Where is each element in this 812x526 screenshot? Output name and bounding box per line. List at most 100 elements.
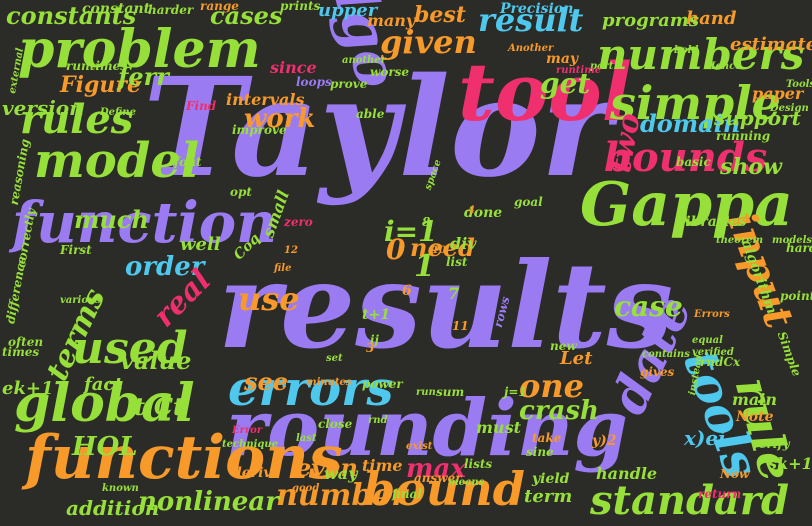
word-worse: worse <box>370 65 410 79</box>
word-rnd: rnd <box>368 415 388 426</box>
word-take: take <box>532 431 562 445</box>
word-number: number <box>276 478 408 513</box>
word-lists: lists <box>464 457 493 471</box>
word-another: another <box>342 55 386 66</box>
word-running: running <box>716 129 771 143</box>
word-one: one <box>519 367 584 405</box>
num-11: 11 <box>452 319 469 333</box>
word-domain: domain <box>640 109 741 138</box>
word-harder: harder <box>148 3 194 17</box>
word-improve: improve <box>232 123 287 137</box>
num-3: 3 <box>366 341 375 355</box>
word-term: term <box>524 486 573 507</box>
word-rndcx: rndCx <box>700 355 741 369</box>
word-bounds: bounds <box>604 134 768 181</box>
word-hard: hard <box>786 241 812 255</box>
word-upper: upper <box>318 0 378 21</box>
word-set: set <box>326 353 343 364</box>
word-programs: programs <box>602 10 699 31</box>
word-function: function <box>12 190 277 256</box>
word-tool: tool <box>458 45 633 139</box>
word-verified: verified <box>692 347 734 358</box>
word-derive: derive <box>232 465 281 481</box>
word-difference: difference <box>3 255 29 325</box>
word-hand: hand <box>686 8 737 29</box>
word-another-cap: Another <box>508 43 554 54</box>
word-need: need <box>410 233 475 262</box>
word-done: done <box>464 205 503 221</box>
word-theorem: theorem <box>716 235 764 246</box>
word-define: Define <box>100 107 136 118</box>
word-constant: constant <box>82 1 151 17</box>
word-often: often <box>8 335 44 349</box>
word-crash: crash <box>519 396 599 426</box>
word-range: range <box>200 0 239 13</box>
word-prints: prints <box>280 0 321 13</box>
word-runtimes: runtimes <box>66 59 127 73</box>
word-best: best <box>414 2 466 28</box>
word-j1: j=1 <box>504 385 527 399</box>
word-now: Now <box>720 467 750 481</box>
word-numbers: numbers <box>597 30 805 79</box>
word-use: use <box>238 280 300 318</box>
word-taylor: Taylor <box>143 48 613 208</box>
word-precision: Precision <box>500 1 574 17</box>
word-contains: contains <box>642 349 690 360</box>
word-last: last <box>296 433 317 444</box>
word-result: result <box>478 1 584 39</box>
word-must: must <box>476 418 521 437</box>
word-ferr: ferr <box>118 62 169 91</box>
word-xei: x)ei <box>684 426 726 450</box>
num-1: 1 <box>414 249 435 284</box>
word-gappa: Gappa <box>580 170 793 240</box>
word-errors: errors <box>228 361 394 417</box>
word-loops: loops <box>296 75 332 89</box>
word-constants: constants <box>6 1 137 30</box>
word-list: list <box>446 255 468 269</box>
word-support: support <box>714 106 801 130</box>
word-goal: goal <box>514 195 543 209</box>
word-estimate: estimate <box>730 34 812 55</box>
word-i1: i=1 <box>384 215 438 248</box>
word-hol: HOL <box>72 432 138 462</box>
word-model: model <box>34 133 200 189</box>
word-find: Find <box>186 99 217 113</box>
word-much: much <box>74 205 149 234</box>
word-value: value <box>120 346 192 375</box>
word-main: main <box>732 390 778 409</box>
word-y2: y)2 <box>592 433 617 449</box>
word-times: times <box>2 345 40 359</box>
word-exist: exist <box>406 441 433 452</box>
word-new: new <box>550 339 577 353</box>
num-7: 7 <box>448 284 460 303</box>
word-well: well <box>180 234 221 255</box>
word-zero: zero <box>284 215 313 229</box>
num-4: 4 <box>468 205 475 216</box>
word-run: run <box>416 387 436 398</box>
word-may: may <box>546 51 579 67</box>
num-0: 0 <box>386 233 406 266</box>
word-see: see <box>244 367 289 396</box>
word-known: known <box>102 483 139 494</box>
word-intervals: intervals <box>226 90 305 109</box>
word-sine: sine <box>526 445 554 459</box>
word-note: Note <box>736 409 774 425</box>
num-12: 12 <box>284 245 298 256</box>
word-equal: equal <box>692 335 723 346</box>
word-simple-cap: Simple <box>774 329 804 379</box>
word-order: order <box>125 252 205 282</box>
word-way: way <box>324 464 358 483</box>
word-ek1: ek+1 <box>2 378 54 399</box>
word-runtime: runtime <box>556 65 602 76</box>
word-yield: yield <box>532 471 570 487</box>
word-file: file <box>274 263 292 274</box>
word-standard: standard <box>590 477 789 524</box>
word-bold: bold <box>674 45 699 56</box>
num-8: 8 <box>422 215 431 229</box>
word-results: results <box>218 236 674 375</box>
word-max: max <box>406 454 466 484</box>
word-opt: opt <box>230 185 252 199</box>
word-ij: ij <box>370 333 379 347</box>
word-functions: functions <box>25 423 343 493</box>
